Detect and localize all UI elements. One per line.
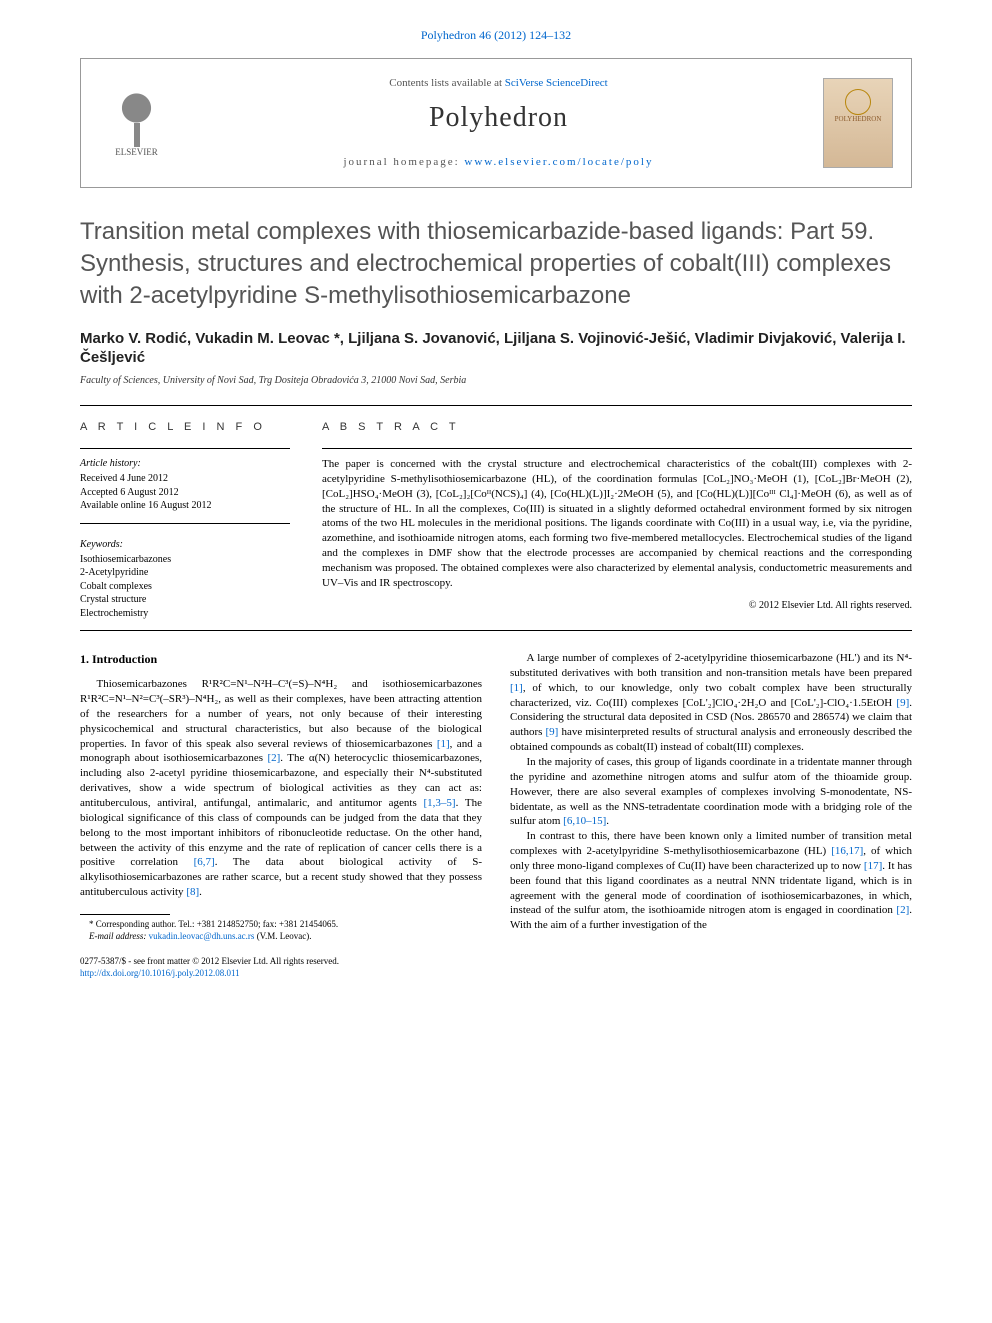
article-title: Transition metal complexes with thiosemi… — [80, 216, 912, 313]
keyword: Crystal structure — [80, 593, 290, 607]
paragraph: In contrast to this, there have been kno… — [510, 829, 912, 933]
polyhedron-icon — [845, 89, 871, 115]
footnote-text: Corresponding author. Tel.: +381 2148527… — [96, 919, 338, 929]
history-accepted: Accepted 6 August 2012 — [80, 486, 290, 500]
contents-prefix: Contents lists available at — [389, 77, 504, 89]
email-link[interactable]: vukadin.leovac@dh.uns.ac.rs — [149, 931, 255, 941]
journal-name: Polyhedron — [174, 100, 823, 136]
body-column-left: 1. Introduction Thiosemicarbazones R¹R²C… — [80, 651, 482, 942]
affiliation: Faculty of Sciences, University of Novi … — [80, 374, 912, 387]
article-info-label: A R T I C L E I N F O — [80, 420, 290, 434]
email-suffix: (V.M. Leovac). — [257, 931, 312, 941]
history-heading: Article history: — [80, 457, 290, 470]
copyright-footer: 0277-5387/$ - see front matter © 2012 El… — [80, 956, 912, 968]
email-footnote: E-mail address: vukadin.leovac@dh.uns.ac… — [80, 931, 482, 943]
footnote-marker: * — [89, 919, 94, 929]
paragraph: Thiosemicarbazones R¹R²C=N¹–N²H–C³(=S)–N… — [80, 677, 482, 900]
paragraph: In the majority of cases, this group of … — [510, 755, 912, 829]
journal-center: Contents lists available at SciVerse Sci… — [174, 76, 823, 169]
homepage-prefix: journal homepage: — [343, 156, 464, 168]
divider — [80, 523, 290, 524]
divider — [322, 448, 912, 449]
elsevier-tree-icon — [109, 87, 164, 147]
elsevier-logo: ELSEVIER — [99, 78, 174, 168]
contents-line: Contents lists available at SciVerse Sci… — [174, 76, 823, 90]
history-received: Received 4 June 2012 — [80, 472, 290, 486]
corresponding-author-footnote: * Corresponding author. Tel.: +381 21485… — [80, 919, 482, 931]
journal-banner: ELSEVIER Contents lists available at Sci… — [80, 58, 912, 188]
keyword: Electrochemistry — [80, 607, 290, 621]
body-columns: 1. Introduction Thiosemicarbazones R¹R²C… — [80, 651, 912, 942]
abstract-label: A B S T R A C T — [322, 420, 912, 434]
doi-link[interactable]: http://dx.doi.org/10.1016/j.poly.2012.08… — [80, 968, 240, 978]
author-list: Marko V. Rodić, Vukadin M. Leovac *, Lji… — [80, 329, 912, 368]
info-abstract-row: A R T I C L E I N F O Article history: R… — [80, 406, 912, 630]
abstract-copyright: © 2012 Elsevier Ltd. All rights reserved… — [322, 599, 912, 612]
divider — [80, 448, 290, 449]
divider — [80, 630, 912, 631]
abstract-column: A B S T R A C T The paper is concerned w… — [322, 420, 912, 620]
citation-link[interactable]: Polyhedron 46 (2012) 124–132 — [421, 28, 571, 42]
cover-label: POLYHEDRON — [835, 115, 882, 124]
footnote-separator — [80, 914, 170, 915]
abstract-text: The paper is concerned with the crystal … — [322, 457, 912, 591]
email-label: E-mail address: — [89, 931, 146, 941]
paragraph: A large number of complexes of 2-acetylp… — [510, 651, 912, 755]
keywords-heading: Keywords: — [80, 538, 290, 551]
history-online: Available online 16 August 2012 — [80, 499, 290, 513]
page-footer: 0277-5387/$ - see front matter © 2012 El… — [80, 956, 912, 979]
body-column-right: A large number of complexes of 2-acetylp… — [510, 651, 912, 942]
article-info-column: A R T I C L E I N F O Article history: R… — [80, 420, 290, 620]
homepage-line: journal homepage: www.elsevier.com/locat… — [174, 155, 823, 169]
publisher-name: ELSEVIER — [115, 147, 158, 159]
keyword: 2-Acetylpyridine — [80, 566, 290, 580]
section-heading: 1. Introduction — [80, 651, 482, 667]
running-head: Polyhedron 46 (2012) 124–132 — [0, 0, 992, 58]
keyword: Isothiosemicarbazones — [80, 553, 290, 567]
journal-cover-thumbnail: POLYHEDRON — [823, 78, 893, 168]
homepage-link[interactable]: www.elsevier.com/locate/poly — [464, 156, 653, 168]
keyword: Cobalt complexes — [80, 580, 290, 594]
sciencedirect-link[interactable]: SciVerse ScienceDirect — [505, 77, 608, 89]
